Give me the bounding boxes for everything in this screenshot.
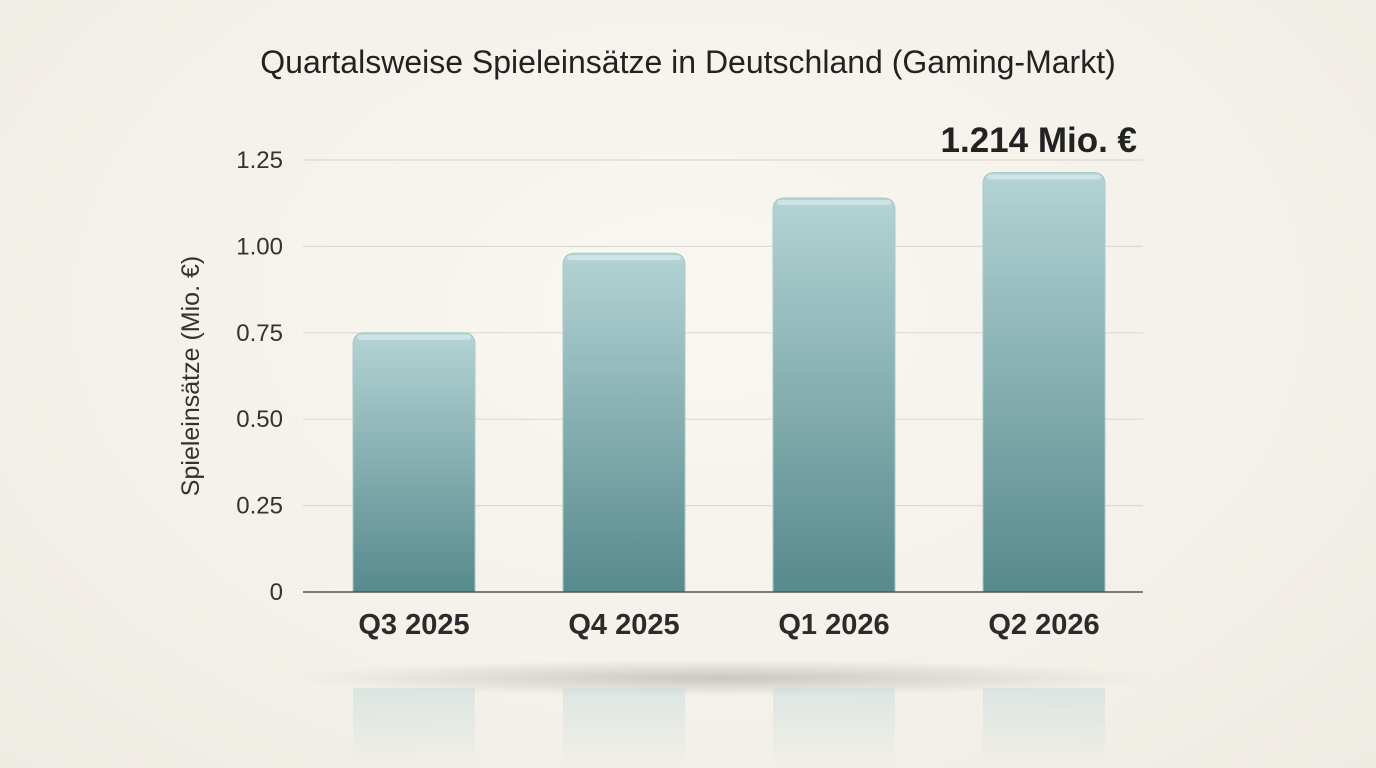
bars (352, 171, 1106, 768)
bar (352, 332, 476, 593)
floor-shadow-ellipse (292, 660, 1152, 696)
y-tick-label: 1.25 (236, 147, 283, 174)
bar (562, 252, 686, 593)
y-axis-ticks: 0 0.25 0.50 0.75 1.00 1.25 (236, 147, 283, 606)
bar-reflection (983, 688, 1105, 768)
bar-highlight (567, 255, 681, 261)
x-axis-categories: Q3 2025 Q4 2025 Q1 2026 Q2 2026 (358, 609, 1099, 641)
x-category-label: Q4 2025 (568, 609, 679, 641)
y-axis-label: Spieleinsätze (Mio. €) (177, 256, 205, 496)
x-category-label: Q3 2025 (358, 609, 469, 641)
chart-title: Quartalsweise Spieleinsätze in Deutschla… (260, 44, 1115, 80)
y-tick-label: 0.50 (236, 406, 283, 433)
bar-reflection (353, 688, 475, 768)
x-category-label: Q1 2026 (778, 609, 889, 641)
y-tick-label: 0 (270, 579, 283, 606)
bar (982, 171, 1106, 593)
bar-highlight (777, 200, 891, 206)
bar-reflection (773, 688, 895, 768)
y-tick-label: 0.75 (236, 320, 283, 347)
bar (772, 197, 896, 593)
floor-shadow (292, 660, 1152, 696)
highlight-value-label: 1.214 Mio. € (941, 121, 1137, 160)
bar-highlight (357, 334, 471, 340)
bar-reflection (563, 688, 685, 768)
bar-highlight (987, 174, 1101, 180)
x-category-label: Q2 2026 (988, 609, 1099, 641)
y-tick-label: 0.25 (236, 493, 283, 520)
y-tick-label: 1.00 (236, 233, 283, 260)
